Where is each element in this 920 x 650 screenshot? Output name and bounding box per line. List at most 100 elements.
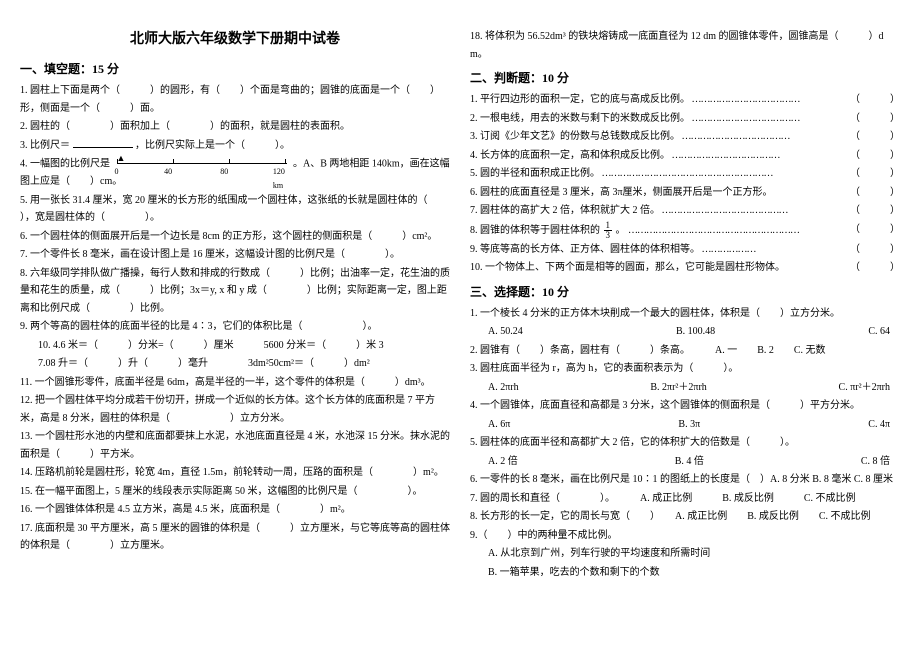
right-column: 18. 将体积为 56.52dm³ 的铁块熔铸成一底面直径为 12 dm 的圆锥… bbox=[470, 28, 900, 582]
paren: （ ） bbox=[850, 241, 900, 259]
j5-text: 5. 圆的半径和面积成正比例。 bbox=[470, 168, 600, 179]
section-3-heading: 三、选择题：10 分 bbox=[470, 283, 900, 300]
ruler-label: 120km bbox=[273, 165, 287, 193]
opt-c: C. 8 倍 bbox=[861, 453, 890, 471]
judge-4: 4. 长方体的底面积一定，高和体积成反比例。 ……………………………… （ ） bbox=[470, 147, 900, 165]
opt-a: A. 50.24 bbox=[488, 323, 523, 341]
q-10a: 10. 4.6 米＝（ ）分米=（ ）厘米 5600 分米＝（ ）米 3 bbox=[20, 337, 450, 355]
paren: （ ） bbox=[850, 259, 900, 277]
dots: ……………………………… bbox=[670, 150, 780, 161]
choice-2: 2. 圆锥有（ ）条高，圆柱有（ ）条高。 A. 一 B. 2 C. 无数 bbox=[470, 342, 900, 360]
choice-1: 1. 一个棱长 4 分米的正方体木块削成一个最大的圆柱体，体积是（ ）立方分米。 bbox=[470, 305, 900, 323]
choice-1-opts: A. 50.24 B. 100.48 C. 64 bbox=[470, 323, 900, 341]
frac-den: 3 bbox=[604, 231, 613, 240]
q-11: 11. 一个圆锥形零件，底面半径是 6dm，高是半径的一半，这个零件的体积是（ … bbox=[20, 374, 450, 392]
choice-9: 9.（ ）中的两种量不成比例。 bbox=[470, 527, 900, 545]
opt-c: C. 4π bbox=[868, 416, 890, 434]
q-9: 9. 两个等高的圆柱体的底面半径的比是 4∶3，它们的体积比是（ ）。 bbox=[20, 318, 450, 336]
opt-b: B. 3π bbox=[678, 416, 700, 434]
choice-9-b: B. 一箱苹果，吃去的个数和剩下的个数 bbox=[470, 564, 900, 582]
j4-text: 4. 长方体的底面积一定，高和体积成反比例。 bbox=[470, 150, 670, 161]
q-13: 13. 一个圆柱形水池的内壁和底面都要抹上水泥，水池底面直径是 4 米，水池深 … bbox=[20, 428, 450, 463]
j8-text-a: 8. 圆锥的体积等于圆柱体积的 bbox=[470, 224, 600, 235]
judge-6: 6. 圆柱的底面直径是 3 厘米，高 3π厘米，侧面展开后是一个正方形。 （ ） bbox=[470, 184, 900, 202]
judge-3: 3. 订阅《少年文艺》的份数与总钱数成反比例。 ……………………………… （ ） bbox=[470, 128, 900, 146]
dots: …………………………………… bbox=[660, 205, 788, 216]
j7-text: 7. 圆柱体的高扩大 2 倍，体积就扩大 2 倍。 bbox=[470, 205, 660, 216]
fraction-one-third: 1 3 bbox=[604, 221, 613, 240]
q-4: 4. 一幅图的比例尺是 ▲ 0 40 80 120km 。A、B 两地相距 14… bbox=[20, 155, 450, 191]
opt-b: B. 100.48 bbox=[676, 323, 715, 341]
choice-3: 3. 圆柱底面半径为 r，高为 h，它的表面积表示为（ ）。 bbox=[470, 360, 900, 378]
ruler-label: 0 bbox=[115, 165, 119, 179]
q-8: 8. 六年级同学排队做广播操，每行人数和排成的行数成（ ）比例；出油率一定，花生… bbox=[20, 265, 450, 318]
tick bbox=[229, 159, 230, 164]
q-10b: 7.08 升＝（ ）升（ ）毫升 3dm²50cm²＝（ ）dm² bbox=[20, 355, 450, 373]
q-2: 2. 圆柱的（ ）面积加上（ ）的面积，就是圆柱的表面积。 bbox=[20, 118, 450, 136]
ruler-label: 80 bbox=[220, 165, 228, 179]
opt-a: A. 6π bbox=[488, 416, 510, 434]
j9-text: 9. 等底等高的长方体、正方体、圆柱体的体积相等。 bbox=[470, 244, 700, 255]
paren: （ ） bbox=[850, 147, 900, 165]
paren: （ ） bbox=[850, 184, 900, 202]
choice-5-opts: A. 2 倍 B. 4 倍 C. 8 倍 bbox=[470, 453, 900, 471]
j3-text: 3. 订阅《少年文艺》的份数与总钱数成反比例。 bbox=[470, 131, 680, 142]
section-1-heading: 一、填空题：15 分 bbox=[20, 60, 450, 77]
q-15: 15. 在一幅平面图上，5 厘米的线段表示实际距离 50 米，这幅图的比例尺是（… bbox=[20, 483, 450, 501]
q-17: 17. 底面积是 30 平方厘米，高 5 厘米的圆锥的体积是（ ）立方厘米，与它… bbox=[20, 520, 450, 555]
paren: （ ） bbox=[850, 110, 900, 128]
choice-4-opts: A. 6π B. 3π C. 4π bbox=[470, 416, 900, 434]
opt-b: B. 4 倍 bbox=[675, 453, 704, 471]
q-14: 14. 压路机前轮是圆柱形，轮宽 4m，直径 1.5m，前轮转动一周，压路的面积… bbox=[20, 464, 450, 482]
q-5: 5. 用一张长 31.4 厘米，宽 20 厘米的长方形的纸围成一个圆柱体，这张纸… bbox=[20, 192, 450, 227]
dots: ………………………………………………… bbox=[600, 168, 773, 179]
tick bbox=[117, 159, 118, 164]
paren: （ ） bbox=[850, 165, 900, 183]
dots: ……………………………… bbox=[680, 131, 790, 142]
judge-9: 9. 等底等高的长方体、正方体、圆柱体的体积相等。 ……………… （ ） bbox=[470, 241, 900, 259]
opt-b: B. 2πr²＋2πrh bbox=[650, 379, 706, 397]
dots: ……………… bbox=[700, 244, 756, 255]
j1-text: 1. 平行四边形的面积一定，它的底与高成反比例。 bbox=[470, 94, 690, 105]
tick bbox=[285, 159, 286, 164]
judge-5: 5. 圆的半径和面积成正比例。 ………………………………………………… （ ） bbox=[470, 165, 900, 183]
opt-c: C. πr²＋2πrh bbox=[839, 379, 890, 397]
j6-text: 6. 圆柱的底面直径是 3 厘米，高 3π厘米，侧面展开后是一个正方形。 bbox=[470, 187, 773, 198]
q-3: 3. 比例尺＝ ，比例尺实际上是一个（ ）。 bbox=[20, 137, 450, 155]
ruler-icon: ▲ 0 40 80 120km bbox=[117, 155, 287, 173]
j10-text: 10. 一个物体上、下两个面是相等的圆面，那么，它可能是圆柱形物体。 bbox=[470, 262, 785, 273]
opt-a: A. 2 倍 bbox=[488, 453, 518, 471]
dots: ……………………………… bbox=[690, 113, 800, 124]
paren: （ ） bbox=[850, 221, 900, 239]
j2-text: 2. 一根电线，用去的米数与剩下的米数成反比例。 bbox=[470, 113, 690, 124]
left-column: 北师大版六年级数学下册期中试卷 一、填空题：15 分 1. 圆柱上下面是两个（ … bbox=[20, 28, 450, 582]
q-16: 16. 一个圆锥体体积是 4.5 立方米，高是 4.5 米，底面积是（ ）m²。 bbox=[20, 501, 450, 519]
opt-c: C. 64 bbox=[868, 323, 890, 341]
judge-1: 1. 平行四边形的面积一定，它的底与高成反比例。 ……………………………… （ ） bbox=[470, 91, 900, 109]
q-18: 18. 将体积为 56.52dm³ 的铁块熔铸成一底面直径为 12 dm 的圆锥… bbox=[470, 28, 900, 63]
q-7: 7. 一个零件长 8 毫米，画在设计图上是 16 厘米，这幅设计图的比例尺是（ … bbox=[20, 246, 450, 264]
q-6: 6. 一个圆柱体的侧面展开后是一个边长是 8cm 的正方形，这个圆柱的侧面积是（… bbox=[20, 228, 450, 246]
choice-7: 7. 圆的周长和直径（ ）。 A. 成正比例 B. 成反比例 C. 不成比例 bbox=[470, 490, 900, 508]
ruler-line bbox=[117, 163, 287, 164]
section-2-heading: 二、判断题：10 分 bbox=[470, 69, 900, 86]
opt-a: A. 2πrh bbox=[488, 379, 519, 397]
tick bbox=[173, 159, 174, 164]
paren: （ ） bbox=[850, 128, 900, 146]
choice-9-a: A. 从北京到广州，列车行驶的平均速度和所需时间 bbox=[470, 545, 900, 563]
choice-5: 5. 圆柱体的底面半径和高都扩大 2 倍，它的体积扩大的倍数是（ ）。 bbox=[470, 434, 900, 452]
choice-4: 4. 一个圆锥体，底面直径和高都是 3 分米，这个圆锥体的侧面积是（ ）平方分米… bbox=[470, 397, 900, 415]
frac-num: 1 bbox=[604, 221, 613, 231]
paren: （ ） bbox=[850, 202, 900, 220]
q-1: 1. 圆柱上下面是两个（ ）的圆形，有（ ）个面是弯曲的；圆锥的底面是一个（ ）… bbox=[20, 82, 450, 117]
paren: （ ） bbox=[850, 91, 900, 109]
choice-8: 8. 长方形的长一定，它的周长与宽（ ） A. 成正比例 B. 成反比例 C. … bbox=[470, 508, 900, 526]
judge-10: 10. 一个物体上、下两个面是相等的圆面，那么，它可能是圆柱形物体。 （ ） bbox=[470, 259, 900, 277]
blank-line bbox=[73, 139, 133, 148]
ruler-label: 40 bbox=[164, 165, 172, 179]
dots: ……………………………… bbox=[690, 94, 800, 105]
judge-7: 7. 圆柱体的高扩大 2 倍，体积就扩大 2 倍。 ……………………………………… bbox=[470, 202, 900, 220]
judge-8: 8. 圆锥的体积等于圆柱体积的 1 3 。 ………………………………………………… bbox=[470, 221, 900, 240]
dots: ………………………………………………… bbox=[628, 224, 799, 235]
page: 北师大版六年级数学下册期中试卷 一、填空题：15 分 1. 圆柱上下面是两个（ … bbox=[20, 28, 900, 582]
